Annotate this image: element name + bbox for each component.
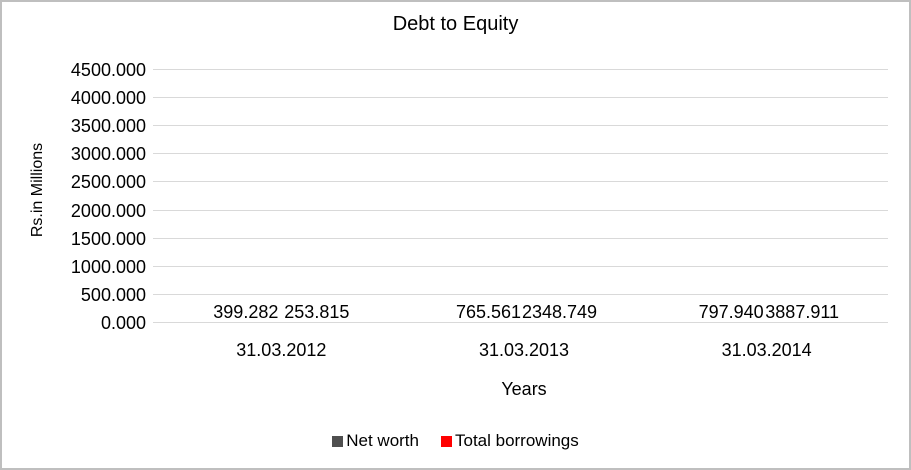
data-label: 253.815 [284, 302, 350, 322]
y-axis-tick [153, 125, 160, 127]
y-axis-tick [153, 209, 160, 211]
y-axis-tick-label: 1000.000 [70, 256, 146, 277]
legend-item-net-worth: Net worth [332, 431, 419, 451]
y-axis-tick-labels: 0.000 500.000 1000.000 1500.000 2000.000 2500… [0, 61, 146, 332]
y-axis-tick [153, 69, 160, 70]
x-axis-tick-label: 31.03.2012 [236, 340, 327, 360]
y-axis-tick [153, 293, 160, 295]
y-axis-tick [153, 97, 160, 99]
gridline [160, 97, 888, 99]
y-axis-tick [153, 181, 160, 183]
gridline [160, 69, 888, 70]
y-axis-tick-label: 2500.000 [70, 172, 146, 193]
legend-label: Total borrowings [454, 431, 579, 450]
y-axis-tick-label: 3500.000 [70, 116, 146, 137]
y-axis-tick-label: 4000.000 [70, 88, 146, 109]
y-axis-tick [153, 153, 160, 155]
legend: Net worth Total borrowings [0, 431, 911, 451]
chart-title: Debt to Equity [392, 13, 519, 35]
x-axis-tick-label: 31.03.2013 [478, 340, 570, 360]
y-axis-tick [153, 265, 160, 267]
y-axis-tick [153, 237, 160, 239]
data-label: 765.561 [455, 302, 522, 322]
plot-area: 399.282 253.815 765.561 2348.749 797.940 3887… [153, 69, 888, 323]
y-axis-tick-label: 500.000 [80, 284, 146, 305]
gridline [160, 153, 888, 155]
y-axis-tick-label: 0.000 [100, 313, 146, 333]
data-label: 399.282 [213, 302, 279, 322]
gridline [160, 322, 888, 323]
x-axis-title: Years [501, 379, 547, 399]
legend-label: Net worth [346, 431, 419, 450]
data-label: 797.940 [698, 302, 764, 322]
gridline [160, 265, 888, 267]
gridline [160, 293, 888, 295]
data-label: 2348.749 [521, 302, 598, 322]
legend-item-total-borrowings: Total borrowings [440, 431, 579, 451]
x-axis-tick-labels: 31.03.2012 31.03.2013 31.03.2014 [160, 340, 888, 363]
y-axis-tick-label: 4500.000 [70, 60, 146, 80]
y-axis-tick [153, 322, 160, 323]
legend-swatch [440, 435, 452, 447]
y-axis-tick-label: 2000.000 [70, 200, 146, 221]
gridline [160, 209, 888, 211]
legend-swatch [332, 435, 344, 447]
x-axis-tick-label: 31.03.2014 [721, 340, 812, 360]
gridline [160, 125, 888, 127]
gridline [160, 181, 888, 183]
gridline [160, 237, 888, 239]
y-axis-tick-label: 1500.000 [70, 228, 146, 249]
data-label: 3887.911 [765, 302, 840, 322]
y-axis-tick-label: 3000.000 [70, 144, 146, 165]
